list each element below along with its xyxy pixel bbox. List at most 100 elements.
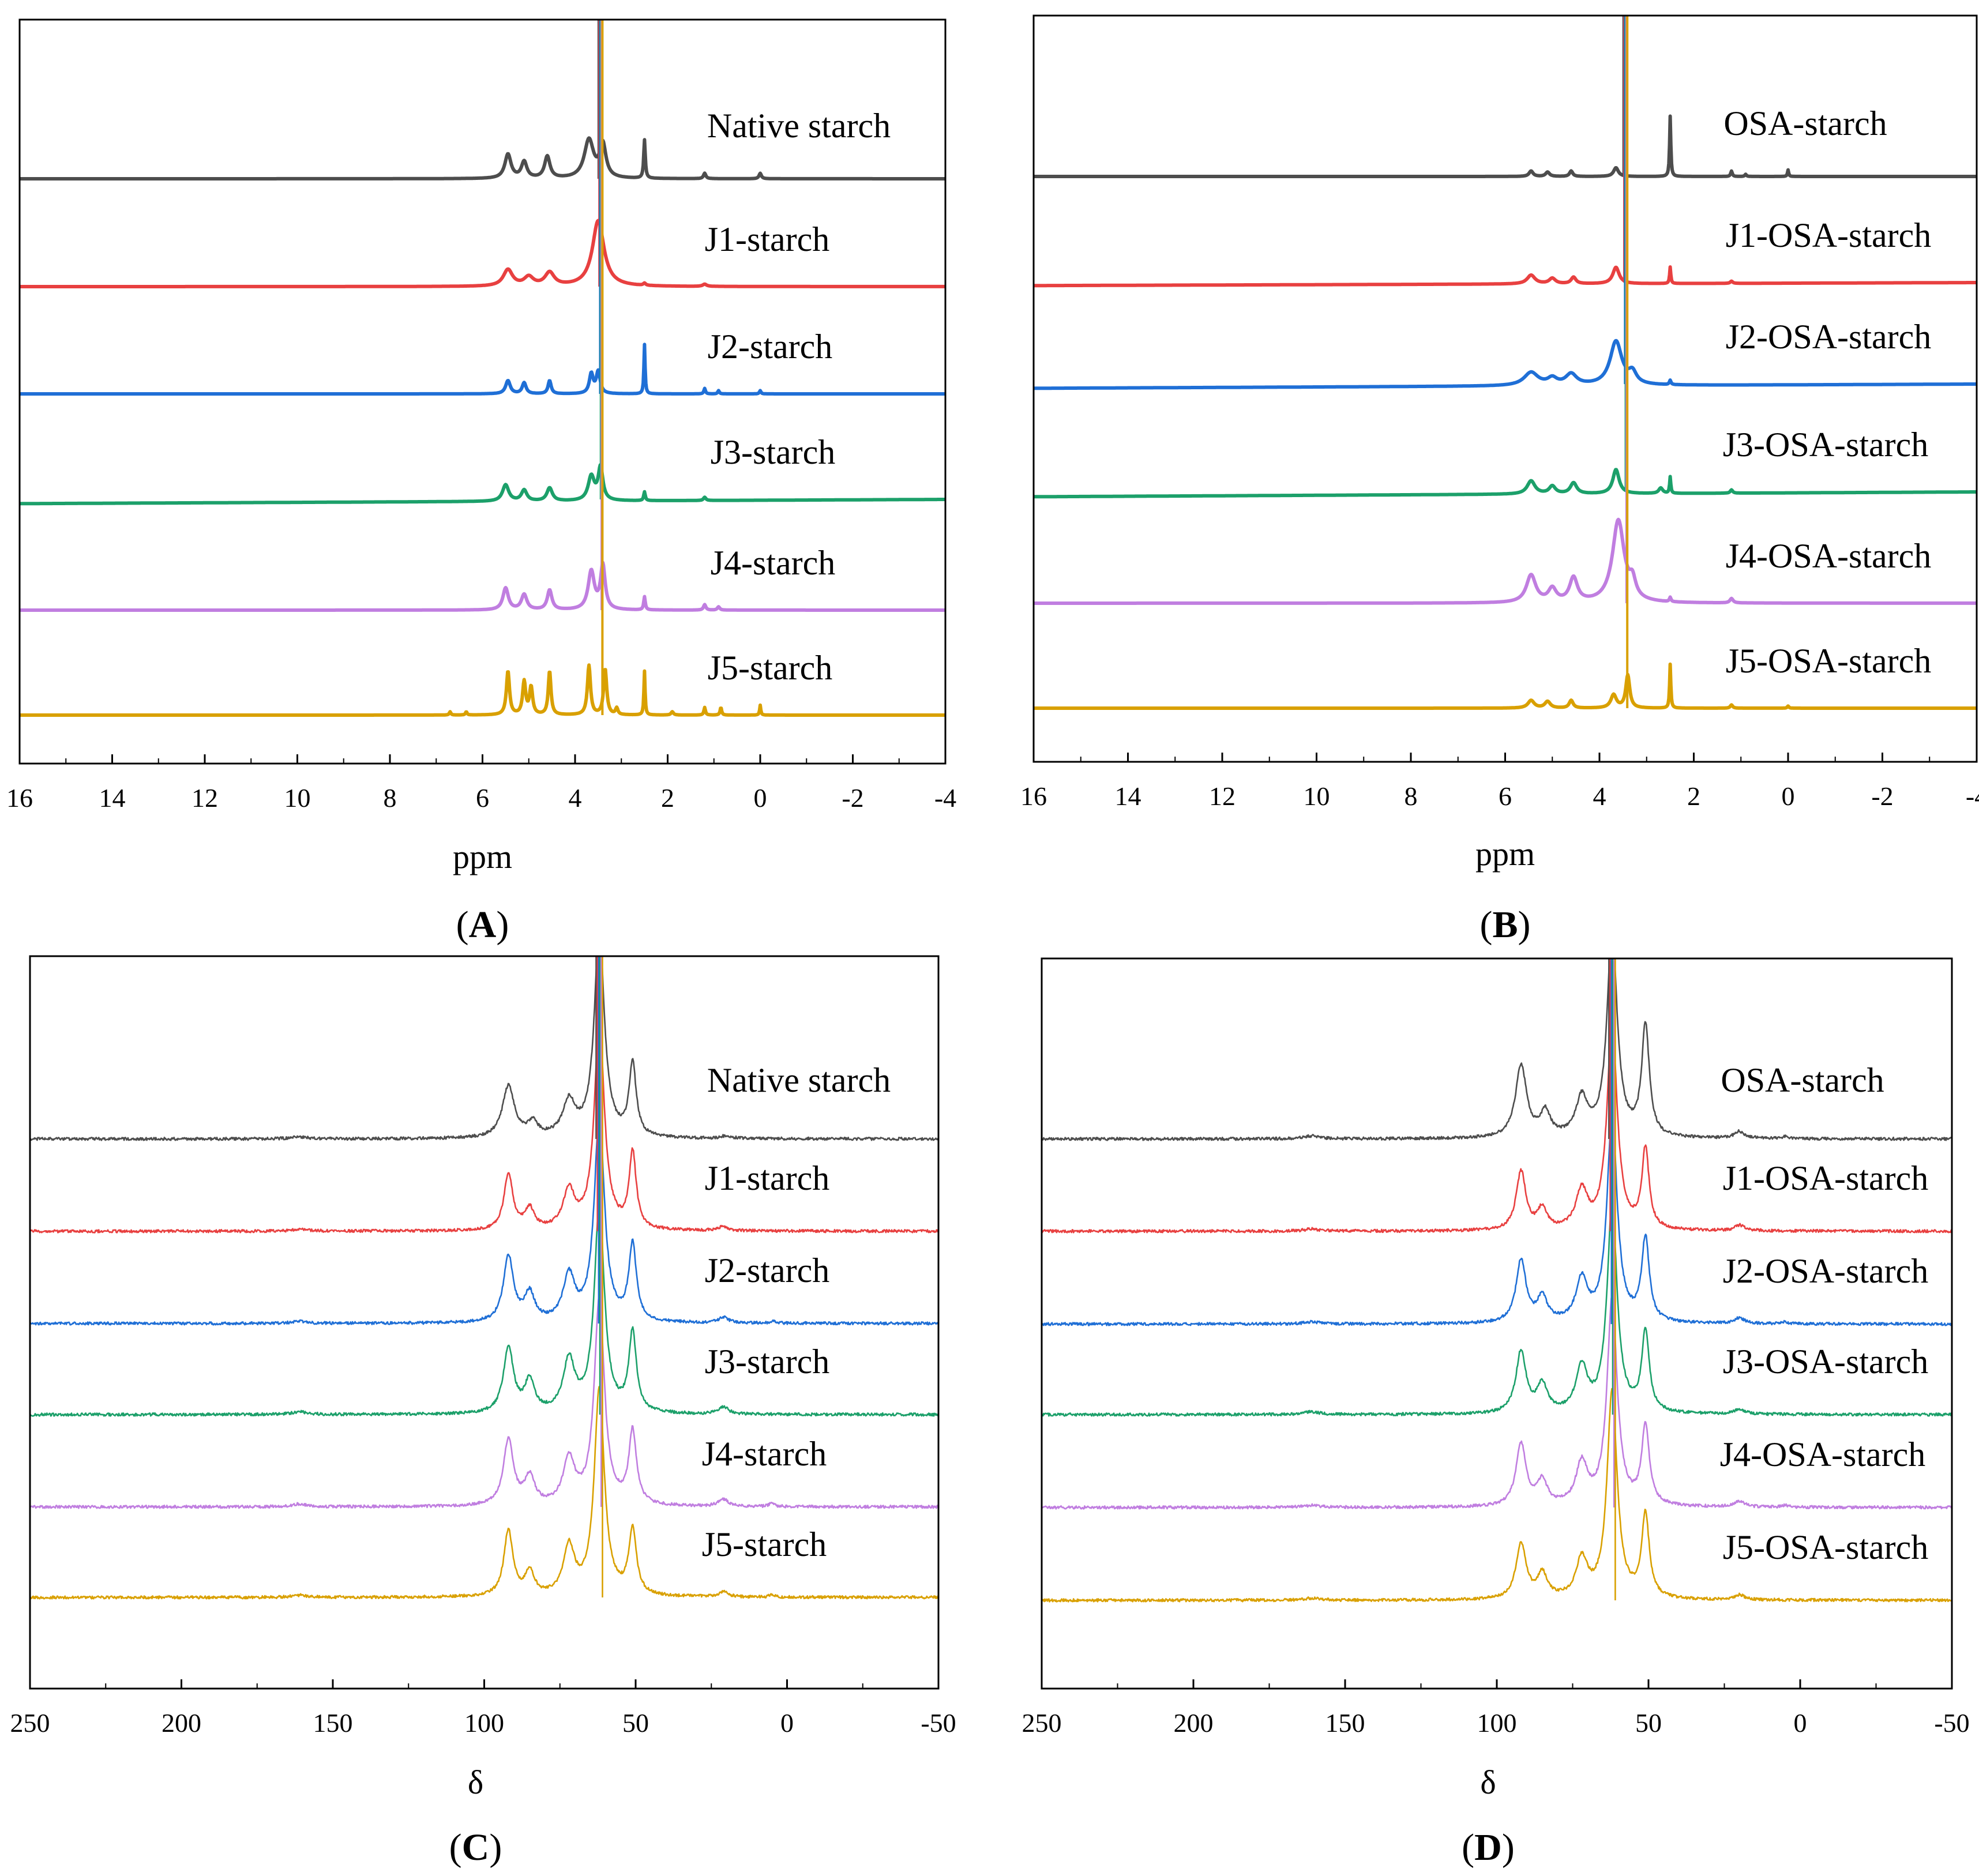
x-tick-label: 0 [754,783,767,813]
series-label-osa-starch: OSA-starch [1721,1061,1884,1099]
series-line-j4-starch [30,1294,938,1509]
x-tick-label: 16 [1020,781,1047,811]
x-axis-label: δ [468,1764,483,1801]
x-tick-label: 14 [99,783,126,813]
x-axis-label: ppm [453,838,512,875]
panel-c: 250 200 150 100 50 0 -50 δ (C) Native starch J1-st… [10,955,956,1869]
series-label-j5-starch: J5-starch [702,1525,827,1563]
x-tick-label: 150 [313,1708,353,1738]
series-label-j2-osa-starch: J2-OSA-starch [1726,318,1932,356]
x-tick-label: 200 [162,1708,201,1738]
chart-panels: 16 14 12 10 8 6 4 2 0 -2 -4 ppm (A) Native starch J1-s… [6,14,1979,1869]
series-line-j2-starch [30,1110,938,1326]
x-tick-label: -2 [1871,781,1893,811]
panel-b: 16 14 12 10 8 6 4 2 0 -2 -4 ppm (B) OSA-starch J1-OSA-… [1020,14,1979,946]
traces [1042,958,1952,1603]
x-tick-label: 14 [1115,781,1141,811]
series-label-j5-starch: J5-starch [708,649,833,687]
series-line-native-starch [30,956,938,1141]
series-label-j2-osa-starch: J2-OSA-starch [1723,1252,1929,1290]
series-line-j2-starch [20,343,945,396]
x-tick-label: 250 [1022,1708,1062,1738]
panel-caption: (D) [1462,1826,1515,1869]
x-tick-label: 200 [1174,1708,1214,1738]
series-line-osa-starch [1042,958,1952,1141]
series-label-j1-osa-starch: J1-OSA-starch [1723,1159,1929,1197]
panel-d: 250 200 150 100 50 0 -50 δ (D) OSA-starch J1-OSA-s… [1022,957,1970,1869]
series-label-j4-starch: J4-starch [702,1435,827,1473]
series-line-j2-osa-starch [1042,1110,1952,1326]
series-label-j3-starch: J3-starch [711,433,836,471]
x-tick-label: 50 [1635,1708,1662,1738]
series-line-j3-osa-starch [1042,1201,1952,1417]
traces [1034,16,1977,710]
x-tick-label: 0 [780,1708,794,1738]
series-line-native-starch [20,136,945,181]
traces [30,956,938,1600]
x-tick-label: -2 [842,783,863,813]
panel-caption: (C) [449,1826,502,1869]
x-tick-label: 8 [384,783,397,813]
x-tick-label: 10 [1304,781,1330,811]
series-label-j2-starch: J2-starch [705,1251,830,1289]
x-tick-label: 100 [1477,1708,1517,1738]
series-label-native-starch: Native starch [707,107,891,145]
traces [20,20,945,717]
series-label-j1-starch: J1-starch [705,1159,830,1197]
x-tick-label: 250 [10,1708,50,1738]
series-label-j5-osa-starch: J5-OSA-starch [1723,1528,1929,1566]
x-tick-label: 0 [1782,781,1795,811]
series-label-j2-starch: J2-starch [708,328,833,366]
x-tick-label: 2 [1687,781,1700,811]
series-line-j4-osa-starch [1034,517,1977,605]
series-line-j4-osa-starch [1042,1294,1952,1510]
x-axis-label: δ [1480,1764,1496,1801]
x-tick-label: 16 [6,783,33,813]
panel-caption: (B) [1480,904,1531,946]
series-line-j1-osa-starch [1034,265,1977,288]
series-label-j5-osa-starch: J5-OSA-starch [1726,642,1932,680]
x-tick-label: 2 [661,783,674,813]
series-line-j3-starch [20,463,945,506]
x-tick-label: 4 [1593,781,1606,811]
series-line-j2-osa-starch [1034,339,1977,390]
x-tick-label: -4 [934,783,956,813]
x-tick-label: 8 [1405,781,1418,811]
series-label-j3-osa-starch: J3-OSA-starch [1723,1343,1929,1381]
series-label-j3-starch: J3-starch [705,1343,830,1381]
series-line-j3-starch [30,1201,938,1417]
x-tick-label: 12 [191,783,218,813]
series-line-j4-starch [20,561,945,612]
series-line-j1-osa-starch [1042,1020,1952,1234]
series-line-j5-osa-starch [1042,1388,1952,1603]
x-tick-label: 10 [284,783,311,813]
series-line-j5-osa-starch [1034,662,1977,710]
series-label-j4-osa-starch: J4-OSA-starch [1726,537,1932,575]
series-label-native-starch: Native starch [707,1061,891,1099]
series-label-j3-osa-starch: J3-OSA-starch [1723,426,1929,464]
series-line-j1-starch [20,219,945,288]
series-label-osa-starch: OSA-starch [1723,104,1887,142]
x-tick-label: 12 [1209,781,1236,811]
panel-caption: (A) [456,904,509,946]
x-tick-label: -50 [921,1708,956,1738]
x-tick-label: -4 [1966,781,1979,811]
series-line-osa-starch [1034,114,1977,178]
series-line-j1-starch [30,1019,938,1234]
x-tick-label: 50 [622,1708,649,1738]
x-tick-label: 100 [464,1708,504,1738]
x-tick-label: 4 [569,783,582,813]
series-label-j4-starch: J4-starch [711,544,836,582]
series-label-j1-starch: J1-starch [705,220,830,258]
x-axis-label: ppm [1475,835,1535,873]
series-label-j1-osa-starch: J1-OSA-starch [1726,216,1932,254]
series-label-j4-osa-starch: J4-OSA-starch [1720,1435,1926,1473]
x-tick-label: 150 [1325,1708,1365,1738]
series-line-j5-starch [20,663,945,717]
x-tick-label: 6 [1499,781,1512,811]
panel-a: 16 14 12 10 8 6 4 2 0 -2 -4 ppm (A) Native starch J1-s… [6,18,956,946]
series-line-j5-starch [30,1386,938,1600]
x-tick-label: 6 [476,783,489,813]
x-tick-label: 0 [1794,1708,1807,1738]
